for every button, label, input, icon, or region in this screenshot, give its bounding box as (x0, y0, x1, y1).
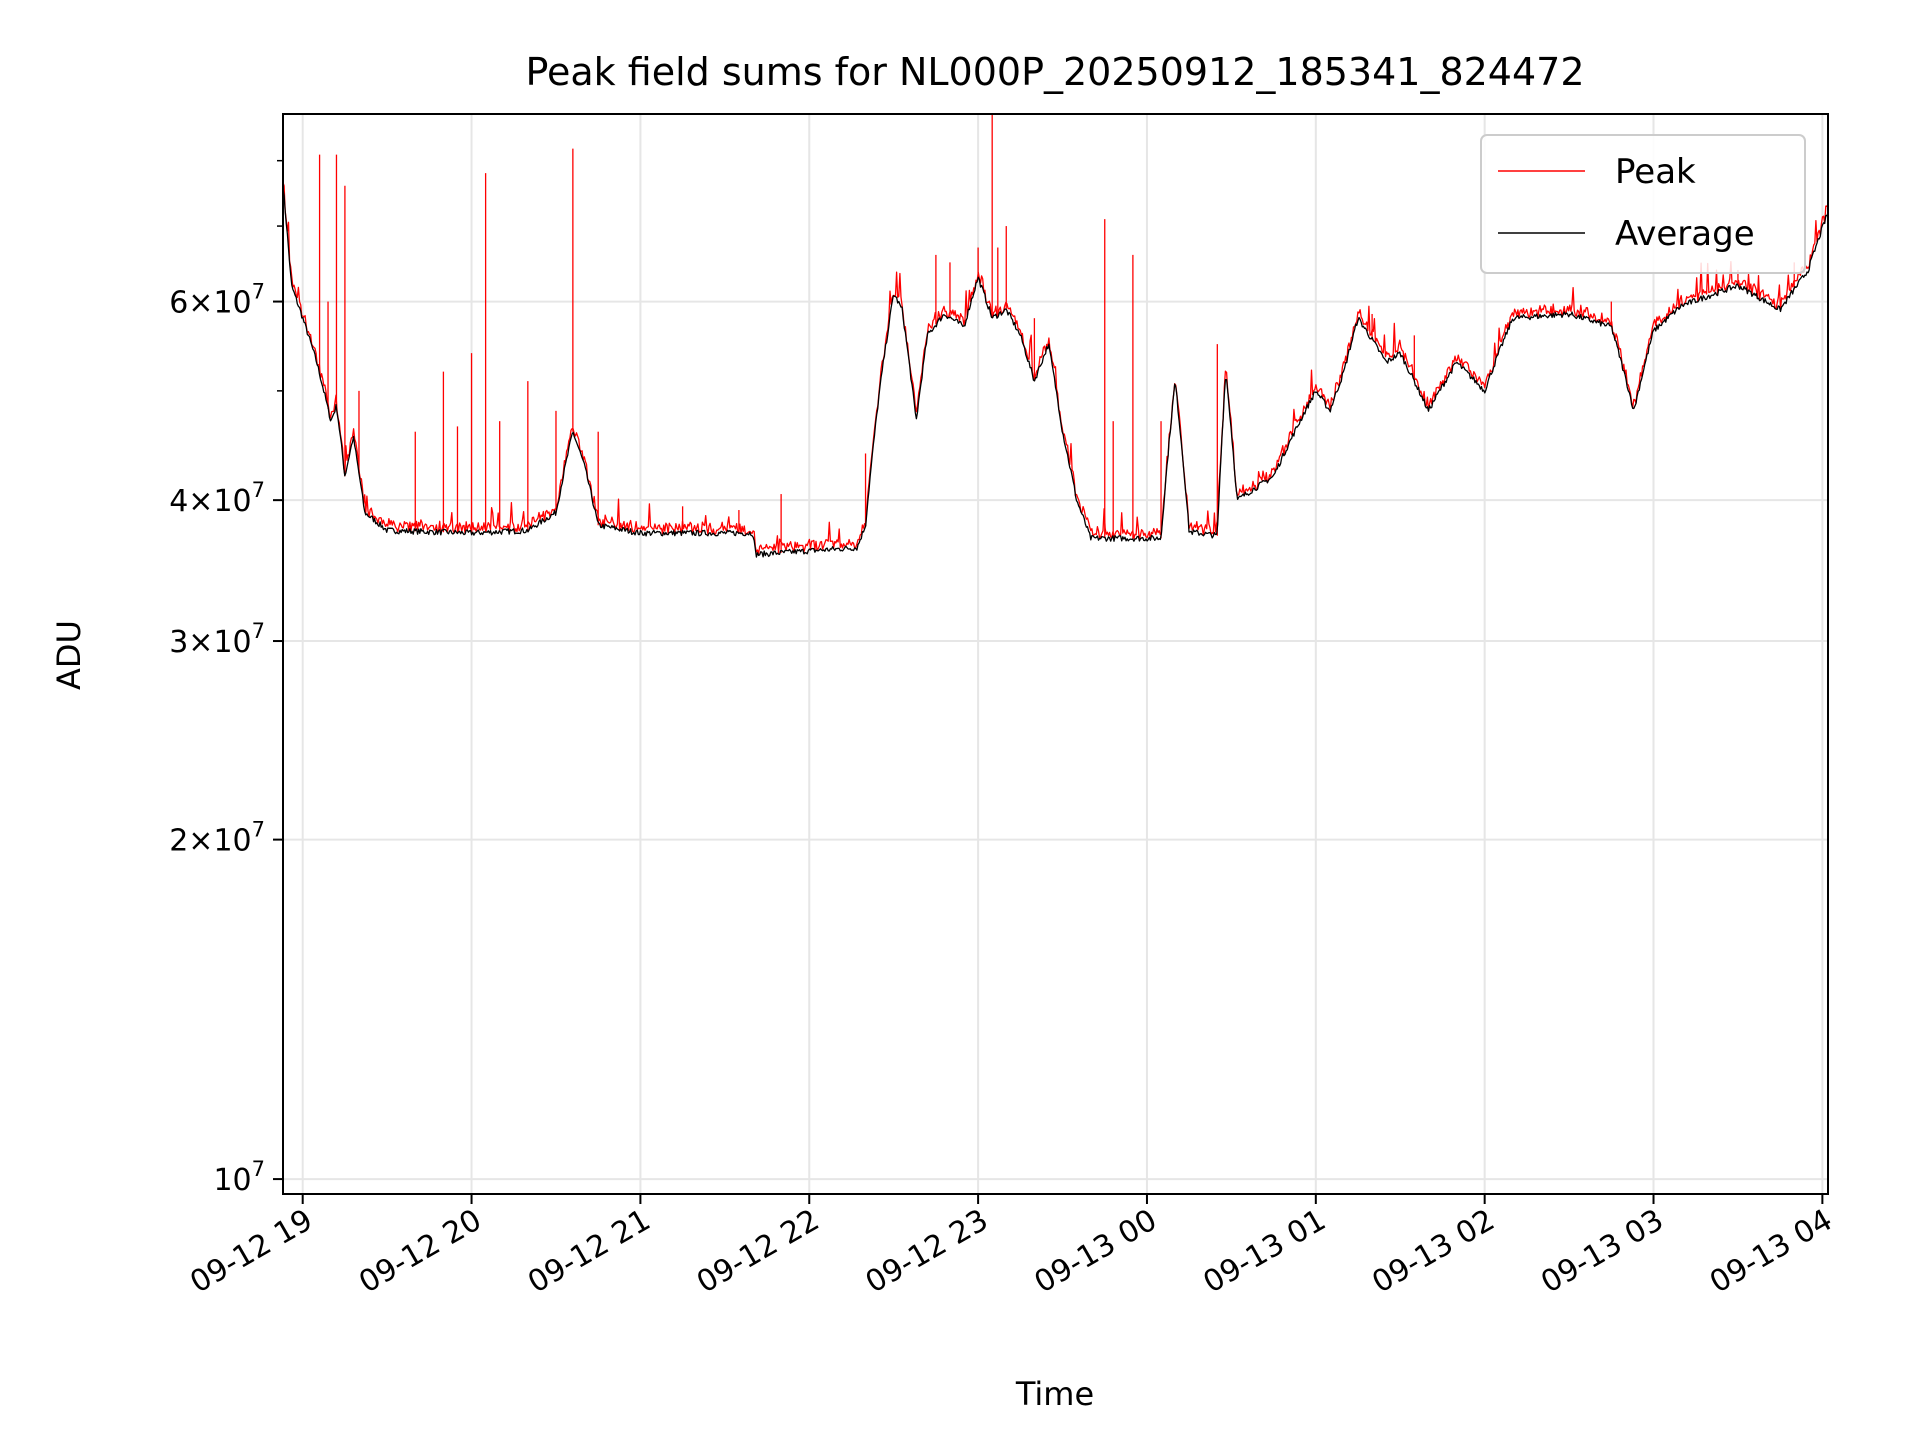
series-average-line (282, 188, 1829, 558)
series-layer (282, 114, 1829, 558)
series-peak-line (282, 182, 1829, 555)
y-tick-label: 3×107 (169, 619, 265, 660)
y-axis-title: ADU (50, 620, 88, 690)
y-tick-label: 2×107 (169, 818, 265, 859)
chart-title: Peak field sums for NL000P_20250912_1853… (525, 50, 1584, 94)
y-tick-label: 107 (213, 1157, 265, 1198)
legend-label-peak: Peak (1615, 152, 1696, 192)
y-tick-label: 4×107 (169, 478, 265, 519)
x-axis-title: Time (1015, 1375, 1094, 1413)
legend-label-average: Average (1615, 214, 1755, 254)
legend: Peak Average (1480, 134, 1806, 274)
legend-box (1480, 134, 1806, 274)
y-tick-label: 6×107 (169, 280, 265, 321)
grid-layer (283, 114, 1828, 1194)
plot-frame (282, 113, 1829, 1195)
